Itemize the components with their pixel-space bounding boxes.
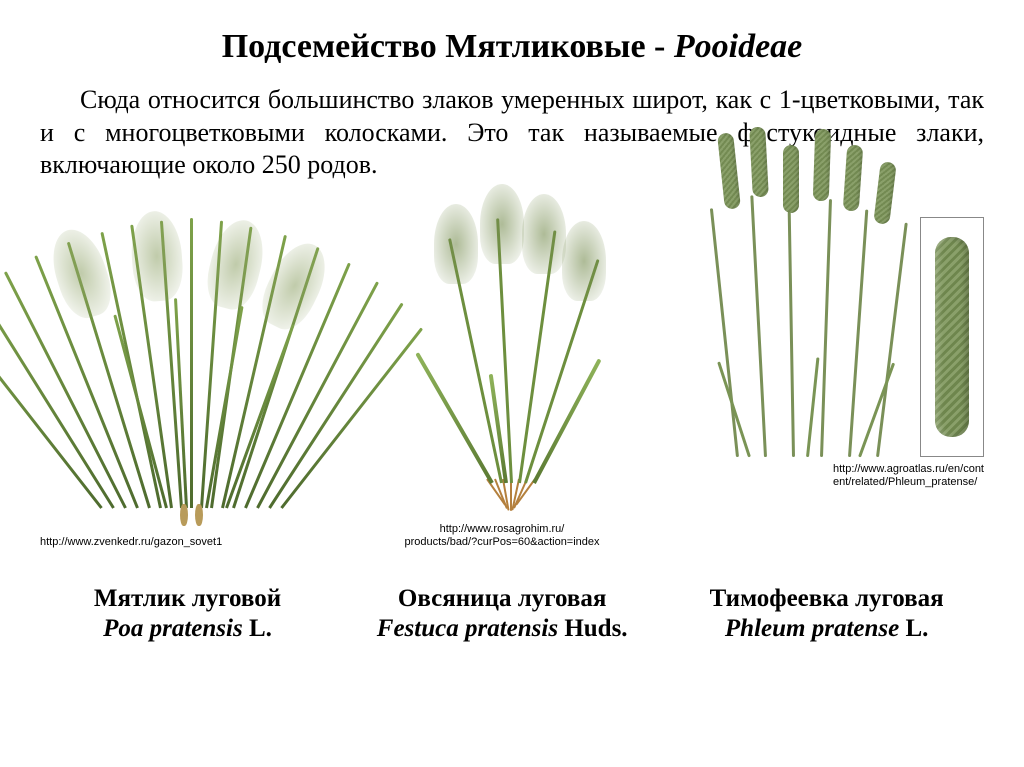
poa-common-name: Мятлик луговой xyxy=(94,585,281,612)
festuca-plant-icon xyxy=(372,199,632,519)
captions-row: Мятлик луговой Poa pratensis L. Овсяница… xyxy=(40,584,984,644)
caption-poa: Мятлик луговой Poa pratensis L. xyxy=(40,584,335,644)
title-latin: Pooideae xyxy=(674,28,802,65)
festuca-common-name: Овсяница луговая xyxy=(398,585,607,612)
festuca-credit: http://www.rosagrohim.ru/ products/bad/?… xyxy=(404,523,599,549)
festuca-credit-line1: http://www.rosagrohim.ru/ xyxy=(440,523,565,535)
species-cell-phleum: http://www.agroatlas.ru/en/cont ent/rela… xyxy=(664,127,984,549)
phleum-credit-line2: ent/related/Phleum_pratense/ xyxy=(833,476,977,488)
species-cell-festuca: http://www.rosagrohim.ru/ products/bad/?… xyxy=(352,199,652,549)
phleum-credit-line1: http://www.agroatlas.ru/en/cont xyxy=(833,463,984,475)
caption-phleum: Тимофеевка луговая Phleum pratense L. xyxy=(669,584,984,644)
phleum-spike-detail-icon xyxy=(935,237,969,437)
phleum-detail-box xyxy=(920,217,984,457)
illustration-row: http://www.zvenkedr.ru/gazon_sovet1 xyxy=(40,190,984,550)
phleum-credit: http://www.agroatlas.ru/en/cont ent/rela… xyxy=(833,463,984,489)
poa-plant-icon xyxy=(60,226,320,526)
title-prefix: Подсемейство Мятликовые - xyxy=(222,28,674,65)
phleum-illustration xyxy=(718,127,984,457)
festuca-authority: Huds. xyxy=(558,615,627,642)
phleum-common-name: Тимофеевка луговая xyxy=(710,585,944,612)
festuca-illustration xyxy=(372,199,632,519)
festuca-scientific-name: Festuca pratensis xyxy=(377,615,558,642)
species-cell-poa: http://www.zvenkedr.ru/gazon_sovet1 xyxy=(40,226,340,549)
poa-authority: L. xyxy=(243,615,272,642)
poa-credit: http://www.zvenkedr.ru/gazon_sovet1 xyxy=(40,536,222,549)
caption-festuca: Овсяница луговая Festuca pratensis Huds. xyxy=(335,584,669,644)
phleum-authority: L. xyxy=(899,615,928,642)
poa-illustration xyxy=(60,226,320,526)
phleum-scientific-name: Phleum pratense xyxy=(725,615,899,642)
poa-scientific-name: Poa pratensis xyxy=(103,615,243,642)
phleum-plant-icon xyxy=(718,127,908,457)
page-title: Подсемейство Мятликовые - Pooideae xyxy=(40,28,984,66)
festuca-credit-line2: products/bad/?curPos=60&action=index xyxy=(404,536,599,548)
